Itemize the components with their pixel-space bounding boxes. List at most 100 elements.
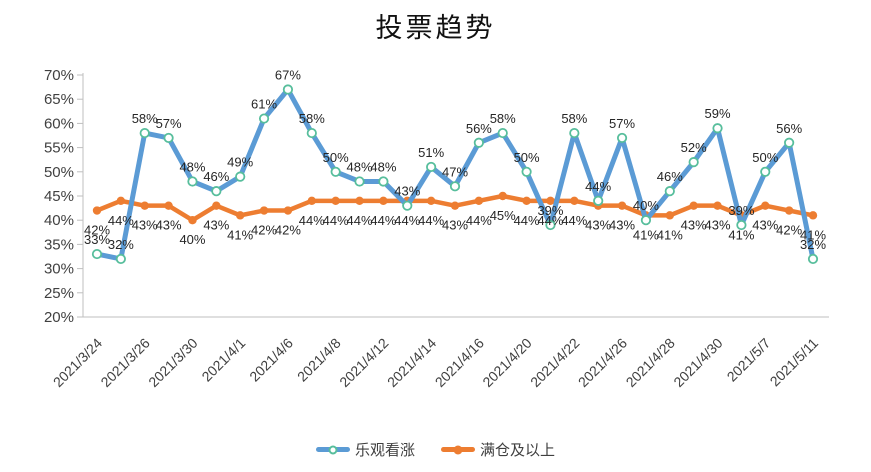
svg-text:43%: 43% <box>681 218 707 233</box>
svg-text:48%: 48% <box>370 159 396 174</box>
svg-text:35%: 35% <box>44 236 74 253</box>
svg-text:2021/5/7: 2021/5/7 <box>724 335 774 385</box>
svg-text:44%: 44% <box>370 213 396 228</box>
svg-text:2021/4/26: 2021/4/26 <box>575 335 631 391</box>
svg-text:51%: 51% <box>418 145 444 160</box>
series-optimistic <box>91 84 819 265</box>
svg-text:25%: 25% <box>44 285 74 302</box>
svg-text:55%: 55% <box>44 140 74 157</box>
svg-text:43%: 43% <box>132 218 158 233</box>
svg-text:43%: 43% <box>585 218 611 233</box>
svg-text:48%: 48% <box>347 159 373 174</box>
svg-text:44%: 44% <box>394 213 420 228</box>
svg-text:58%: 58% <box>561 111 587 126</box>
svg-text:2021/4/8: 2021/4/8 <box>294 335 344 385</box>
svg-text:44%: 44% <box>514 213 540 228</box>
svg-text:60%: 60% <box>44 115 74 132</box>
svg-text:48%: 48% <box>179 159 205 174</box>
svg-text:2021/5/11: 2021/5/11 <box>766 335 821 390</box>
svg-text:41%: 41% <box>657 227 683 242</box>
svg-text:2021/4/20: 2021/4/20 <box>479 335 535 391</box>
svg-text:50%: 50% <box>514 150 540 165</box>
svg-text:2021/4/22: 2021/4/22 <box>527 335 583 391</box>
svg-text:2021/4/14: 2021/4/14 <box>384 335 440 391</box>
legend-item-full-position[interactable]: 满仓及以上 <box>441 439 555 460</box>
svg-text:2021/4/12: 2021/4/12 <box>336 335 392 391</box>
data-labels-满仓及以上: 42%44%43%43%40%43%41%42%42%44%44%44%44%4… <box>84 208 826 247</box>
svg-text:46%: 46% <box>203 169 229 184</box>
svg-text:50%: 50% <box>44 164 74 181</box>
svg-text:40%: 40% <box>179 232 205 247</box>
chart-title: 投票趋势 <box>375 13 496 43</box>
svg-text:2021/4/30: 2021/4/30 <box>670 335 726 391</box>
svg-text:45%: 45% <box>44 188 74 205</box>
filled-circle-marker-icon <box>453 445 463 454</box>
svg-text:44%: 44% <box>561 213 587 228</box>
optimistic-series-line-icon <box>315 445 350 454</box>
svg-text:49%: 49% <box>227 155 253 170</box>
svg-text:42%: 42% <box>251 223 277 238</box>
svg-text:44%: 44% <box>108 213 134 228</box>
svg-text:44%: 44% <box>585 179 611 194</box>
svg-text:43%: 43% <box>394 184 420 199</box>
svg-text:41%: 41% <box>227 227 253 242</box>
chart-legend: 乐观看涨 满仓及以上 <box>0 439 871 460</box>
svg-text:58%: 58% <box>132 111 158 126</box>
svg-text:42%: 42% <box>84 223 110 238</box>
svg-text:50%: 50% <box>323 150 349 165</box>
svg-text:45%: 45% <box>490 208 516 223</box>
svg-text:39%: 39% <box>537 203 563 218</box>
svg-text:2021/3/24: 2021/3/24 <box>50 335 106 391</box>
svg-text:52%: 52% <box>681 140 707 155</box>
svg-text:56%: 56% <box>776 121 802 136</box>
svg-text:57%: 57% <box>609 116 635 131</box>
legend-label-full-position: 满仓及以上 <box>480 442 556 459</box>
open-circle-marker-icon <box>328 445 338 454</box>
svg-text:43%: 43% <box>705 218 731 233</box>
svg-text:39%: 39% <box>728 203 754 218</box>
svg-text:42%: 42% <box>776 223 802 238</box>
svg-text:41%: 41% <box>800 227 826 242</box>
svg-text:61%: 61% <box>251 97 277 112</box>
svg-text:2021/3/30: 2021/3/30 <box>145 335 201 391</box>
svg-text:44%: 44% <box>466 213 492 228</box>
svg-text:43%: 43% <box>609 218 635 233</box>
svg-text:43%: 43% <box>203 218 229 233</box>
svg-text:2021/4/28: 2021/4/28 <box>623 335 679 391</box>
svg-text:46%: 46% <box>657 169 683 184</box>
svg-text:67%: 67% <box>275 68 301 83</box>
svg-text:65%: 65% <box>44 91 74 108</box>
svg-text:33%: 33% <box>84 232 110 247</box>
svg-text:40%: 40% <box>44 212 74 229</box>
svg-text:70%: 70% <box>44 67 74 84</box>
data-labels-乐观看涨: 33%32%58%57%48%46%49%61%67%58%50%48%48%4… <box>84 68 826 252</box>
svg-text:2021/3/26: 2021/3/26 <box>97 335 153 391</box>
svg-text:50%: 50% <box>752 150 778 165</box>
svg-text:2021/4/1: 2021/4/1 <box>198 335 248 385</box>
svg-text:2021/4/16: 2021/4/16 <box>432 335 488 391</box>
svg-text:32%: 32% <box>800 237 826 252</box>
svg-text:44%: 44% <box>418 213 444 228</box>
svg-text:32%: 32% <box>108 237 134 252</box>
svg-text:44%: 44% <box>299 213 325 228</box>
x-axis: 2021/3/242021/3/262021/3/302021/4/12021/… <box>50 316 829 391</box>
svg-text:41%: 41% <box>728 227 754 242</box>
svg-text:47%: 47% <box>442 164 468 179</box>
svg-text:42%: 42% <box>275 223 301 238</box>
legend-label-optimistic: 乐观看涨 <box>354 442 415 459</box>
svg-text:2021/4/6: 2021/4/6 <box>246 335 296 385</box>
legend-item-optimistic[interactable]: 乐观看涨 <box>315 439 415 460</box>
svg-text:40%: 40% <box>633 198 659 213</box>
svg-text:59%: 59% <box>705 106 731 121</box>
svg-text:43%: 43% <box>156 218 182 233</box>
full-position-series-line-icon <box>441 445 475 454</box>
svg-text:41%: 41% <box>633 227 659 242</box>
svg-text:56%: 56% <box>466 121 492 136</box>
svg-text:44%: 44% <box>537 213 563 228</box>
svg-text:58%: 58% <box>299 111 325 126</box>
svg-text:30%: 30% <box>44 261 74 278</box>
y-axis: 70% 65% 60% 55% 50% 45% 40% 35% 30% 25% 20% <box>44 67 84 326</box>
svg-text:44%: 44% <box>323 213 349 228</box>
